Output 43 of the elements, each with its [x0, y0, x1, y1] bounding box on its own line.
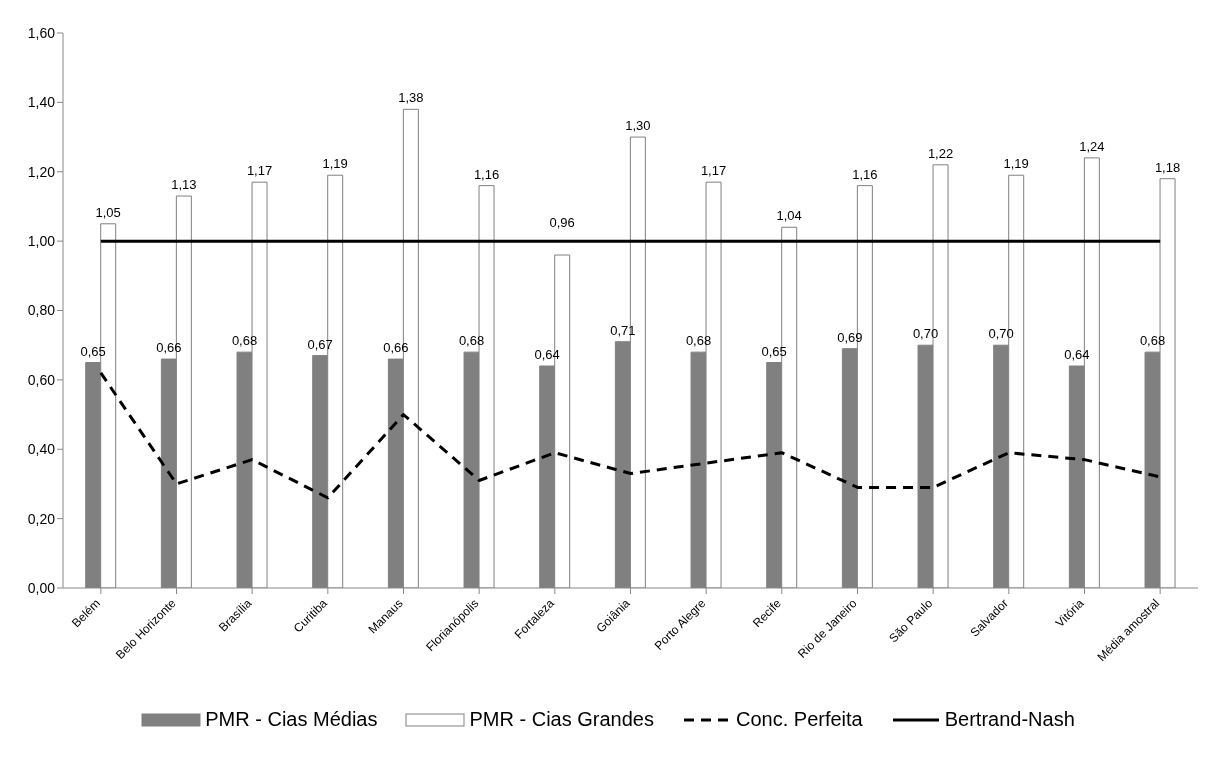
data-label: 0,69: [837, 329, 863, 345]
y-tick-label: 0,60: [27, 371, 56, 388]
legend-label: PMR - Cias Grandes: [469, 708, 654, 731]
legend-label: Bertrand-Nash: [944, 708, 1075, 731]
data-label: 1,19: [322, 156, 348, 172]
y-tick-label: 0,00: [27, 579, 56, 596]
data-label: 1,19: [1003, 156, 1029, 172]
data-label: 0,64: [1064, 347, 1090, 362]
y-tick-label: 0,40: [27, 441, 56, 458]
data-label: 1,16: [852, 166, 878, 182]
data-label: 0,67: [307, 336, 333, 352]
data-label: 0,66: [383, 340, 409, 356]
data-label: 1,05: [95, 204, 121, 220]
data-label: 0,70: [912, 326, 939, 342]
data-label: 0,64: [534, 347, 560, 362]
y-tick-label: 0,20: [27, 510, 56, 527]
data-label: 0,65: [80, 343, 106, 359]
data-label: 1,04: [776, 208, 802, 224]
data-label: 0,68: [685, 333, 712, 349]
y-tick-label: 0,80: [27, 302, 56, 319]
data-label: 0,71: [610, 322, 636, 338]
data-label: 1,30: [625, 118, 651, 134]
data-label: 1,22: [927, 145, 954, 161]
data-label: 1,13: [171, 177, 197, 193]
data-label: 0,68: [1139, 333, 1166, 349]
data-label: 1,17: [246, 163, 273, 179]
data-label: 1,38: [398, 90, 424, 106]
data-label: 1,24: [1079, 138, 1105, 154]
y-tick-label: 1,00: [27, 233, 56, 250]
data-label: 0,96: [549, 215, 575, 231]
y-tick-label: 1,20: [27, 163, 56, 180]
data-label: 0,68: [231, 333, 258, 349]
y-tick-label: 1,40: [27, 94, 56, 111]
y-tick-label: 1,60: [27, 24, 56, 41]
legend-label: Conc. Perfeita: [735, 708, 863, 731]
data-label: 0,68: [458, 333, 485, 349]
data-label: 1,18: [1154, 159, 1181, 175]
legend-label: PMR - Cias Médias: [205, 708, 378, 731]
data-label: 1,17: [700, 163, 727, 179]
data-label: 1,16: [473, 166, 500, 182]
data-label: 0,66: [156, 340, 182, 356]
data-label: 0,65: [761, 343, 787, 359]
data-label: 0,70: [988, 326, 1014, 342]
